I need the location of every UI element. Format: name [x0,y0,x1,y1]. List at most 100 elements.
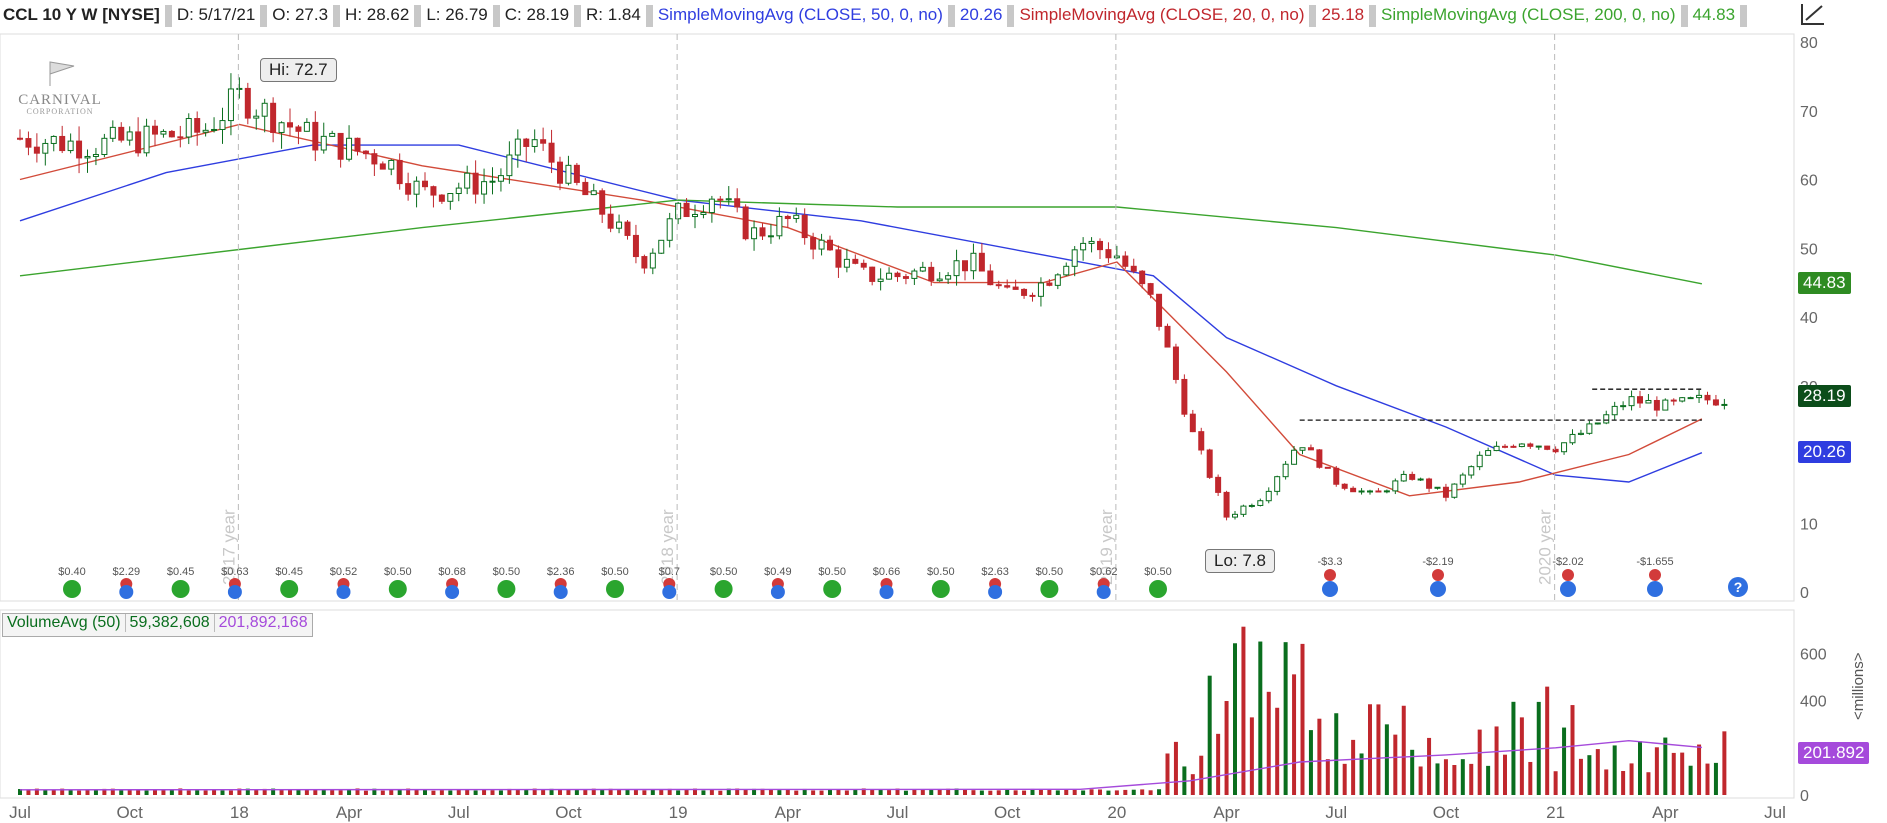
sma20-label[interactable]: SimpleMovingAvg (CLOSE, 20, 0, no) [1019,5,1305,24]
volume-tick-label: 0 [1800,788,1809,805]
candle-body [346,137,353,160]
candle-body [1282,463,1289,478]
candle-body [1232,513,1238,518]
volume-bar [288,789,292,795]
dividend-amount: $0.45 [275,566,303,578]
volume-bar [574,790,579,795]
year-marker-label: 2020 year [1536,509,1555,585]
candle-body [995,284,1002,287]
candle-body [1502,445,1508,448]
volume-bar [1308,730,1313,795]
info-icon [1096,585,1111,599]
candle-body [843,258,850,268]
help-icon[interactable]: ? [1728,577,1748,597]
volume-bar [1443,759,1448,795]
volume-bar [338,790,343,795]
candle-body [472,172,479,195]
volume-bar [1199,755,1204,795]
candle-body [1704,394,1711,401]
volume-avg-label[interactable]: VolumeAvg (50) [3,614,126,632]
volume-bar [836,789,841,795]
candle-body [371,153,378,165]
volume-bar [760,788,765,795]
candle-body [557,161,563,184]
candle-body [152,125,158,135]
volume-bar [1638,741,1642,795]
symbol-label[interactable]: CCL 10 Y W [NYSE] [3,5,160,24]
candle-body [1518,443,1525,448]
sma50-label[interactable]: SimpleMovingAvg (CLOSE, 50, 0, no) [657,5,943,24]
volume-bar [85,789,90,795]
x-tick-label: Apr [775,803,802,822]
volume-bar [726,788,731,795]
y-tick-label: 80 [1800,35,1818,52]
volume-bar [625,789,630,795]
volume-bar [828,789,832,795]
x-tick-label: Jul [448,803,470,822]
candle-body [1172,346,1179,380]
dividend-amount: $0.63 [221,566,249,578]
sma200-value: 44.83 [1692,5,1736,24]
candle-body [970,252,977,272]
volume-bar [389,789,394,795]
volume-bar [996,790,1001,795]
candle-body [860,262,867,268]
volume-bar [768,789,773,795]
candle-body [438,194,445,202]
candle-body [413,180,420,195]
candle-body [793,214,800,220]
candle-body [1097,240,1103,251]
volume-bar [558,789,562,795]
candle-body [303,121,310,132]
candle-body [548,142,555,163]
volume-bar [617,789,622,795]
candle-body [481,181,488,195]
candle-body [616,221,623,229]
candle-body [1189,413,1196,433]
volume-bar [650,789,655,795]
candle-body [33,146,40,154]
volume-bar [1629,763,1634,795]
draw-tool-icon[interactable] [1800,2,1826,26]
candle-body [818,239,825,250]
candle-body [295,126,302,132]
candle-body [126,131,133,141]
candle-body [67,140,74,152]
candle-body [1257,500,1264,506]
volume-bar [794,790,799,795]
earnings-amount: -$2.19 [1422,556,1453,568]
candle-body [185,118,192,138]
volume-bar [1562,727,1567,795]
volume-bar [1621,770,1626,795]
volume-bar [819,790,824,795]
volume-bar [1098,789,1102,795]
volume-bar [423,789,427,795]
candle-body [1620,405,1627,408]
x-tick-label: Oct [1433,803,1460,822]
dividend-amount: $0.50 [601,566,629,578]
volume-bar [1030,788,1035,795]
candle-body [734,198,741,208]
volume-bar [119,790,124,795]
sma200-label[interactable]: SimpleMovingAvg (CLOSE, 200, 0, no) [1381,5,1676,24]
dividend-icon [823,580,842,598]
candle-body [1088,240,1095,244]
volume-bar [1241,626,1246,795]
volume-bar [566,789,571,795]
volume-bar [861,788,866,795]
dividend-amount: $0.50 [818,566,846,578]
candle-body [1021,288,1028,296]
volume-bar [262,788,267,795]
info-icon [445,585,460,599]
candle-body [1611,405,1618,416]
volume-bar [1190,774,1195,795]
candle-body [489,180,496,183]
volume-bar [608,788,613,795]
candle-body [236,87,243,90]
volume-bar [144,790,149,795]
candle-body [135,131,142,154]
dividend-amount: $0.50 [384,566,412,578]
info-icon [879,585,894,599]
dividend-amount: $0.68 [438,566,466,578]
volume-bar [1148,790,1153,795]
